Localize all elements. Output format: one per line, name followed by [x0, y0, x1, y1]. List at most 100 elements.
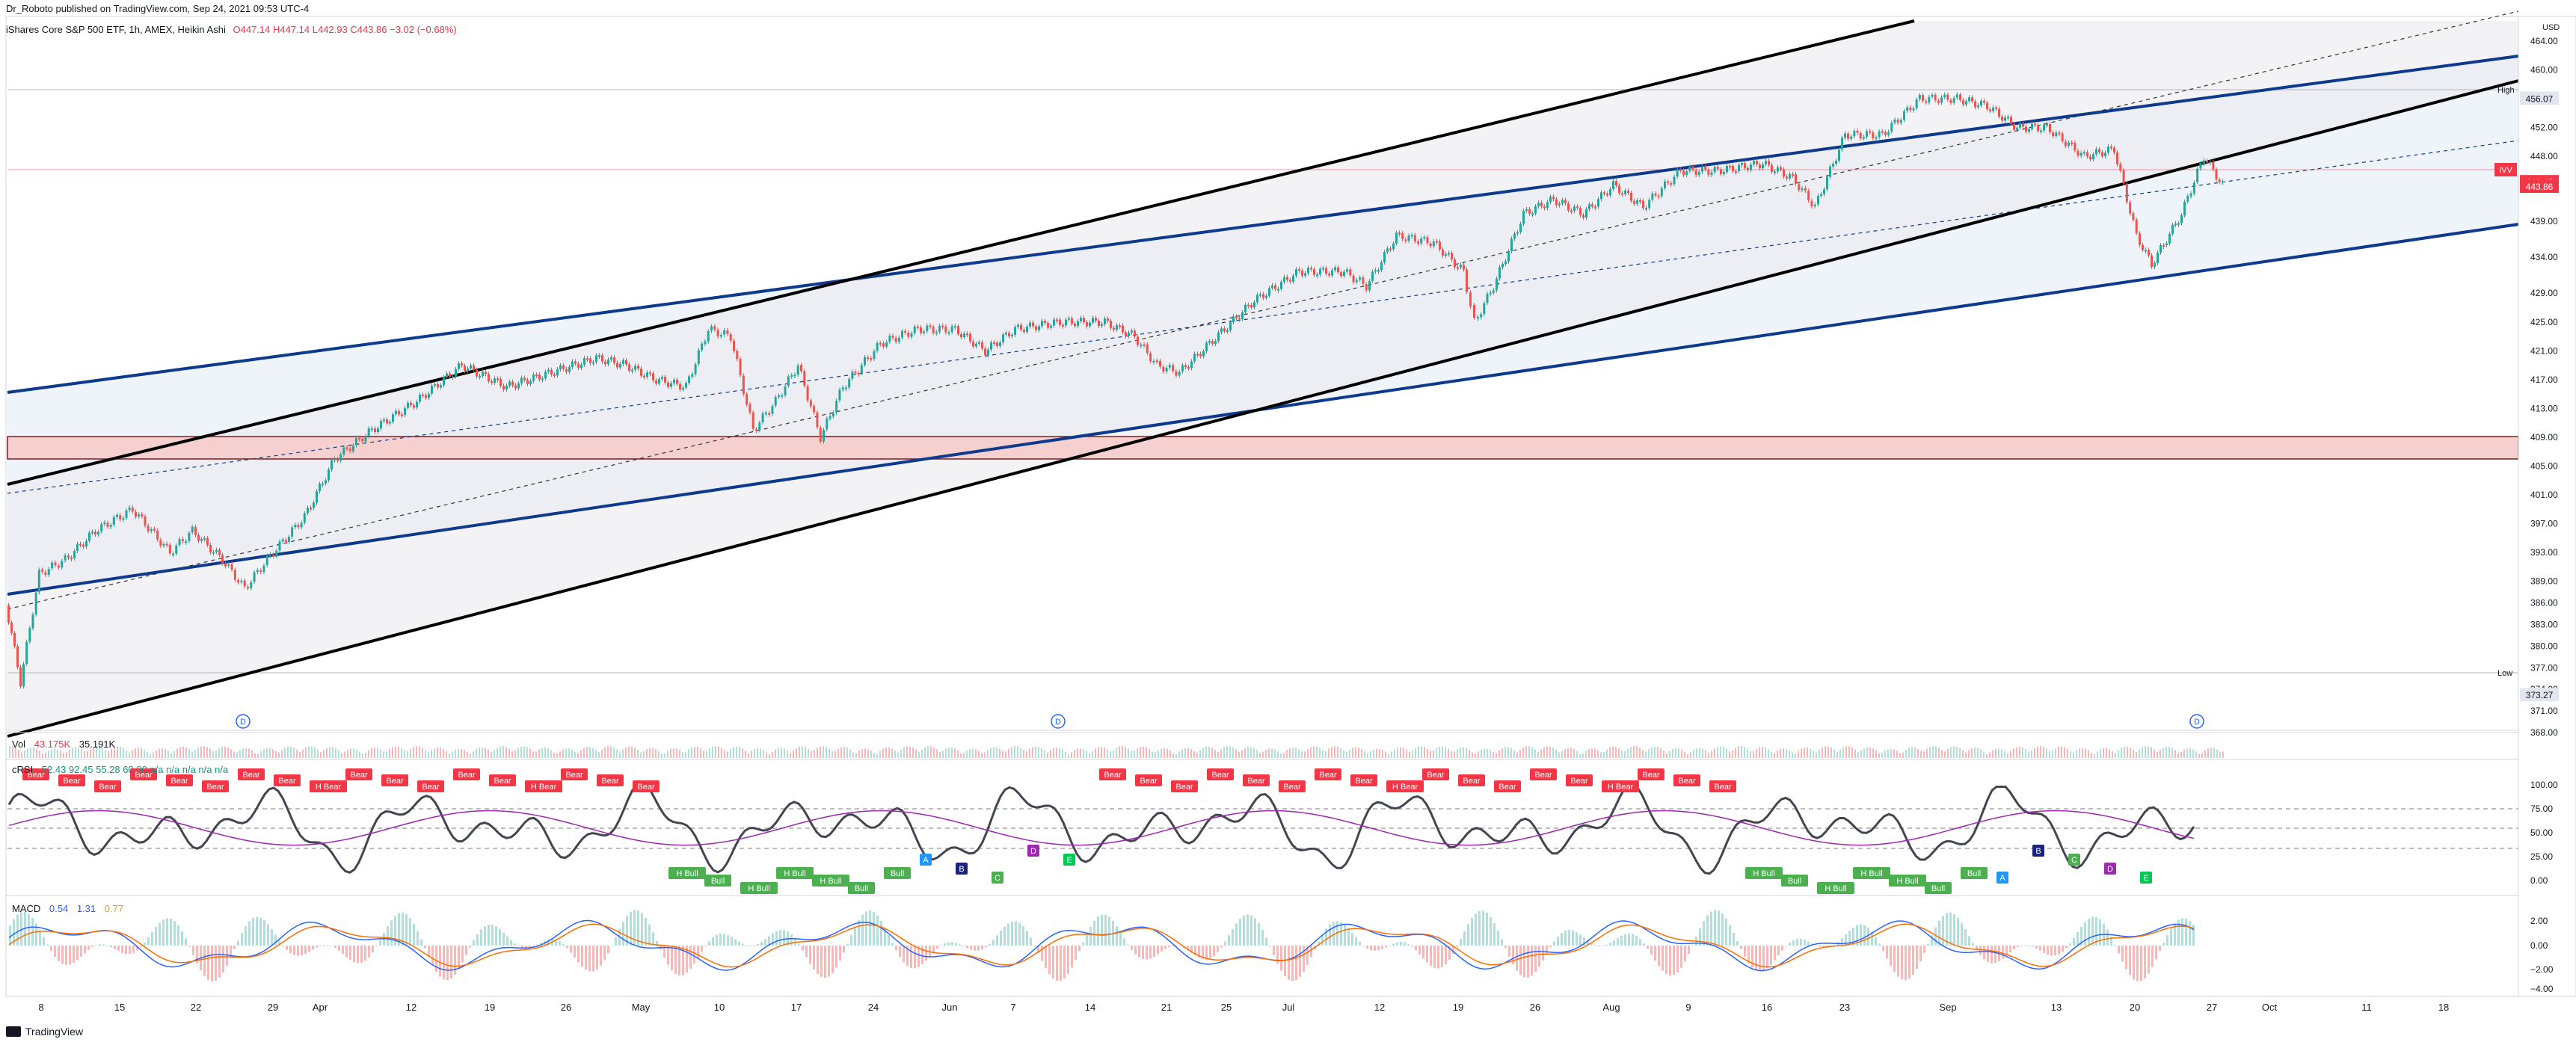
volume-bar	[1750, 750, 1751, 758]
bear-marker-label: Bear	[99, 783, 117, 792]
volume-bar	[1322, 750, 1324, 758]
volume-bar	[102, 747, 103, 758]
candle-body	[1038, 326, 1040, 330]
footer-brand[interactable]: TradingView	[6, 1026, 83, 1038]
bear-marker-label: H Bear	[1608, 783, 1634, 792]
volume-bar	[679, 750, 680, 758]
candle-body	[1184, 365, 1187, 367]
macd-legend[interactable]: MACD 0.54 1.31 0.77	[12, 903, 124, 914]
candle-body	[2064, 141, 2067, 147]
volume-bar	[532, 751, 534, 758]
macd-histogram-bar	[1852, 927, 1854, 946]
volume-bar	[601, 749, 603, 758]
volume-bar	[1116, 747, 1117, 758]
volume-bar	[736, 746, 737, 758]
volume-bar	[386, 751, 387, 758]
macd-histogram-bar	[1662, 946, 1664, 971]
macd-histogram-bar	[1127, 944, 1129, 946]
volume-bar	[2118, 750, 2119, 758]
volume-bar	[2019, 747, 2020, 758]
crsi-legend[interactable]: cRSI 52.43 92.45 55.28 60.00 n/a n/a n/a…	[12, 764, 229, 775]
candle-body	[2104, 152, 2106, 156]
candle-body	[920, 327, 922, 333]
volume-bar	[1169, 750, 1171, 758]
bear-marker-label: Bear	[63, 777, 81, 786]
volume-bar	[670, 748, 671, 758]
time-tick-label: 22	[191, 1002, 201, 1013]
volume-bar	[846, 747, 848, 758]
candle-body	[1155, 360, 1158, 363]
time-axis[interactable]: 8 15 22 29 Apr 12 19 26 May 10 17 24 Jun 7 14 21 25 Jul 12…	[38, 1002, 2449, 1013]
candle-body	[1002, 334, 1004, 342]
macd-histogram-bar	[529, 946, 531, 948]
candle-body	[673, 379, 675, 383]
volume-legend[interactable]: Vol 43.175K 35.191K	[12, 739, 116, 750]
candle-body	[975, 343, 977, 347]
macd-histogram-bar	[1856, 925, 1858, 946]
macd-histogram-bar	[1153, 946, 1155, 957]
volume-bar	[727, 751, 728, 758]
volume-bar	[482, 747, 483, 758]
chart-area[interactable]: D D D BearBearBearBearBearBearBearBearH …	[0, 0, 2576, 1024]
price-axis[interactable]	[2518, 16, 2576, 997]
volume-bar	[443, 748, 444, 758]
volume-bar	[2207, 748, 2209, 758]
macd-histogram-bar	[981, 946, 983, 950]
candle-body	[1365, 284, 1368, 291]
candle-body	[1744, 163, 1746, 168]
macd-histogram-bar	[1359, 941, 1361, 946]
black-channel-lower[interactable]	[7, 79, 2519, 738]
volume-bar	[2219, 751, 2221, 758]
volume-bar	[1552, 747, 1554, 758]
macd-histogram-bar	[1979, 946, 1982, 955]
bear-marker-label: Bear	[350, 771, 368, 780]
candle-body	[1208, 341, 1211, 343]
macd-histogram-bar	[416, 931, 419, 946]
volume-bar	[129, 752, 130, 758]
macd-histogram-bar	[648, 924, 651, 946]
candle-body	[613, 357, 615, 363]
candle-body	[755, 429, 757, 431]
dividend-markers[interactable]: D D D	[236, 714, 2204, 729]
candle-body	[851, 372, 854, 379]
candle-body	[1017, 324, 1019, 327]
volume-bar	[888, 747, 890, 758]
macd-histogram-bar	[155, 927, 157, 946]
candle-body	[1741, 163, 1743, 165]
candle-body	[778, 395, 780, 398]
candle-body	[1448, 253, 1450, 255]
instrument-legend[interactable]: iShares Core S&P 500 ETF, 1h, AMEX, Heik…	[6, 24, 457, 35]
low-label: Low	[2497, 669, 2512, 678]
volume-bar	[604, 747, 606, 758]
candle-body	[1801, 188, 1804, 191]
candle-body	[291, 527, 294, 537]
candle-body	[1298, 269, 1300, 271]
black-channel-upper[interactable]	[7, 19, 1915, 486]
time-tick-label: Jun	[942, 1002, 958, 1013]
volume-bar	[1747, 748, 1748, 758]
macd-histogram-bar	[772, 933, 774, 946]
macd-histogram-bar	[1370, 946, 1372, 951]
macd-histogram-bar	[1624, 934, 1626, 946]
candle-body	[131, 508, 134, 512]
macd-histogram-bar	[2002, 946, 2004, 959]
volume-bar	[1253, 747, 1255, 758]
candle-body	[816, 412, 819, 428]
candle-body	[206, 537, 209, 546]
candle-body	[150, 529, 153, 531]
candle-body	[1053, 319, 1055, 326]
macd-histogram-bar	[91, 946, 93, 947]
macd-histogram-bar	[196, 946, 198, 964]
price-axis-ticks: 464.00460.00456.07452.00448.00444.47443.…	[2494, 23, 2560, 994]
candle-body	[1473, 305, 1475, 318]
volume-bar	[1836, 751, 1838, 758]
blue-channel-upper[interactable]	[7, 55, 2519, 394]
time-tick-label: 27	[2207, 1002, 2217, 1013]
macd-histogram-bar	[1475, 913, 1477, 946]
candle-body	[13, 632, 16, 647]
candle-body	[310, 508, 312, 510]
candle-body	[1995, 107, 1997, 109]
instrument-title[interactable]: iShares Core S&P 500 ETF, 1h, AMEX, Heik…	[6, 24, 226, 35]
volume-bar	[1283, 753, 1285, 758]
